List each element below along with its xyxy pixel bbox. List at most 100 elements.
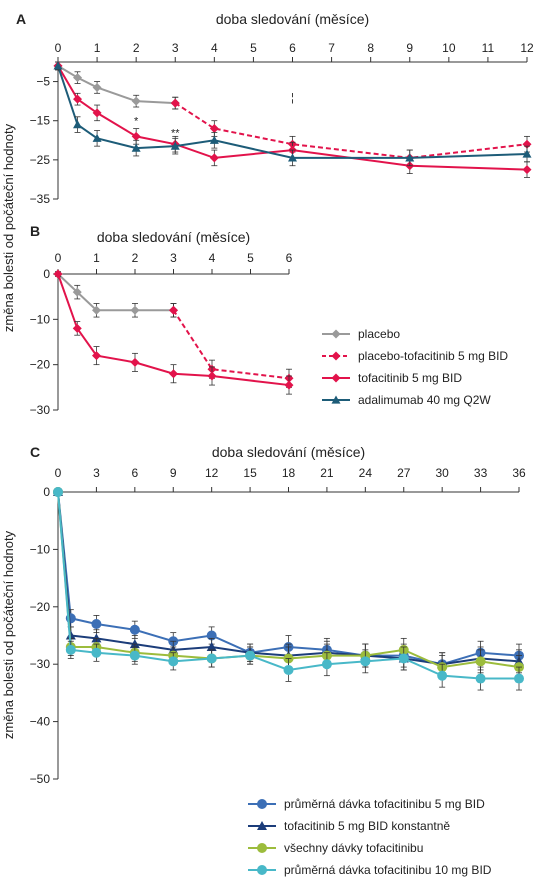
data-point [398,653,409,664]
x-tick-label: 7 [328,41,335,55]
data-point [206,653,217,664]
legend-swatch-marker [257,843,267,853]
series-placebo [53,61,180,110]
data-point [209,135,219,144]
legend-label: adalimumab 40 mg Q2W [358,393,491,407]
x-tick-label: 4 [209,251,216,265]
data-point [514,673,524,684]
legend-item-prumerna-davka-tofacitinibu-5-mg-bid: průměrná dávka tofacitinibu 5 mg BID [248,797,485,811]
x-tick-label: 15 [243,466,257,480]
y-tick-label: −5 [36,75,50,89]
legend-swatch-marker [257,799,267,809]
legend-label: průměrná dávka tofacitinibu 10 mg BID [284,863,492,877]
data-point [129,624,140,635]
series-placebo [53,269,178,318]
annotation-mark: ** [171,127,180,139]
data-point [475,656,486,667]
data-point [73,73,83,83]
data-point [169,305,178,315]
data-point [73,120,83,129]
legend-item-adalimumab-40-mg-q2w: adalimumab 40 mg Q2W [322,393,491,407]
data-point [130,357,140,367]
x-tick-label: 21 [320,466,334,480]
x-tick-label: 3 [170,251,177,265]
panel-label: C [30,444,40,460]
series-line [174,102,528,159]
legend-swatch-marker [257,865,267,875]
data-point [130,305,140,315]
legend-swatch-marker [257,821,267,830]
x-tick-label: 3 [93,466,100,480]
data-point [53,269,63,279]
y-tick-label: −25 [30,153,51,167]
y-axis-label-ab: změna bolesti od počáteční hodnoty [1,123,16,332]
x-tick-label: 18 [282,466,296,480]
legend-item-placebo-tofacitinib-5-mg-bid: placebo-tofacitinib 5 mg BID [322,349,508,363]
y-tick-label: −10 [30,542,51,556]
x-tick-label: 6 [289,41,296,55]
y-tick-label: −20 [30,358,51,372]
data-point [73,94,83,104]
legend-swatch-marker [331,351,341,361]
data-point [209,153,219,163]
y-tick-label: −40 [30,715,51,729]
legend-label: placebo [358,327,400,341]
x-tick-label: 6 [286,251,293,265]
series-line [57,491,519,680]
data-point [53,487,63,497]
legend-label: placebo-tofacitinib 5 mg BID [358,349,508,363]
y-tick-label: −10 [30,312,51,326]
x-tick-label: 12 [520,41,534,55]
data-point [209,124,219,134]
data-point [170,98,180,108]
x-tick-label: 12 [205,466,219,480]
y-tick-label: −20 [30,600,51,614]
series-vsechny-davky-tofacitinibu [53,487,524,679]
x-tick-label: 5 [247,251,254,265]
data-point [284,380,294,390]
data-point [360,656,371,667]
data-point [437,670,448,681]
x-tick-label: 9 [170,466,177,480]
x-tick-label: 0 [55,466,62,480]
y-tick-label: −35 [30,192,51,206]
x-tick-label: 36 [512,466,526,480]
legend-swatch-marker [331,329,341,339]
legend-item-tofacitinib-5-mg-bid: tofacitinib 5 mg BID [322,371,462,385]
data-point [92,108,102,118]
y-axis-label-c: změna bolesti od počáteční hodnoty [1,530,16,739]
y-tick-label: 0 [43,485,50,499]
panel-label: A [16,11,26,27]
annotation-mark: * [134,116,139,128]
data-point [92,82,102,92]
y-tick-label: −15 [30,114,51,128]
series-line [57,491,520,669]
x-tick-label: 1 [93,251,100,265]
data-point [522,149,532,158]
series-adalimumab-40-mg-q2w [53,61,532,167]
x-tick-label: 2 [133,41,140,55]
y-tick-label: 0 [43,267,50,281]
x-tick-label: 5 [250,41,257,55]
annotation-mark: ¦ [291,92,294,104]
x-tick-label: 0 [55,41,62,55]
data-point [92,305,101,315]
x-tick-label: 4 [211,41,218,55]
legend-label: tofacitinib 5 mg BID [358,371,462,385]
x-tick-label: 3 [172,41,179,55]
data-point [131,96,141,106]
data-point [207,371,217,381]
data-point [405,153,415,162]
legend-swatch-marker [331,395,341,404]
series-prumerna-davka-tofacitinibu-10-mg-bid [53,487,524,691]
series-line [172,309,290,380]
y-tick-label: −50 [30,772,51,786]
x-tick-label: 30 [435,466,449,480]
legend-item-vsechny-davky-tofacitinibu: všechny dávky tofacitinibu [248,841,423,855]
x-tick-label: 0 [55,251,62,265]
data-point [288,153,297,162]
y-tick-label: −30 [30,403,51,417]
x-axis-title: doba sledování (měsíce) [216,11,369,27]
